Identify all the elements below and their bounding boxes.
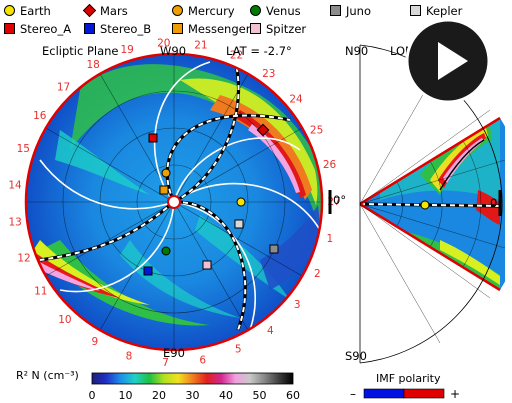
sector-label: 19 bbox=[121, 44, 134, 56]
sector-label: 24 bbox=[289, 93, 303, 105]
spacecraft-legend: Earth Mars Mercury Venus Juno Kepler Stereo_A S… bbox=[0, 0, 512, 44]
colorbar-tick-label: 40 bbox=[219, 389, 233, 402]
legend-label: Venus bbox=[266, 4, 301, 18]
sector-label: 21 bbox=[194, 39, 207, 51]
legend-item-stereo-a: Stereo_A bbox=[4, 22, 71, 36]
latitude-label: LAT = -2.7° bbox=[226, 44, 292, 58]
square-marker-icon bbox=[84, 23, 95, 34]
sector-label: 11 bbox=[34, 286, 47, 298]
imf-minus-label: – bbox=[350, 387, 356, 401]
play-button[interactable] bbox=[405, 18, 491, 104]
legend-item-spitzer: Spitzer bbox=[250, 22, 306, 36]
mars-marker bbox=[256, 123, 270, 137]
zero-deg-label-right: 0° bbox=[490, 196, 504, 210]
legend-label: Stereo_A bbox=[20, 22, 72, 36]
sector-label: 5 bbox=[235, 344, 242, 356]
legend-label: Kepler bbox=[426, 4, 463, 18]
stereo-b-marker bbox=[143, 266, 153, 276]
e90-label: E90 bbox=[163, 346, 185, 360]
n90-label: N90 bbox=[345, 44, 369, 58]
circle-marker-icon bbox=[4, 5, 15, 16]
sector-label: 15 bbox=[17, 143, 30, 155]
play-icon bbox=[405, 18, 491, 104]
legend-item-kepler: Kepler bbox=[410, 4, 462, 18]
legend-item-mars: Mars bbox=[82, 3, 128, 18]
kepler-marker bbox=[234, 219, 244, 229]
colorbar-title: R² N (cm⁻³) bbox=[16, 369, 79, 382]
legend-label: Spitzer bbox=[266, 22, 307, 36]
square-marker-icon bbox=[410, 5, 421, 16]
sector-label: 4 bbox=[267, 325, 274, 337]
earth-marker bbox=[236, 197, 246, 207]
sector-label: 25 bbox=[310, 124, 323, 136]
sector-label: 1 bbox=[327, 233, 334, 245]
legend-item-messenger: Messenger bbox=[172, 22, 250, 36]
legend-label: Earth bbox=[20, 4, 51, 18]
sector-label: 17 bbox=[57, 81, 70, 93]
sector-label: 13 bbox=[9, 217, 22, 229]
sector-label: 16 bbox=[33, 110, 47, 122]
venus-marker bbox=[161, 246, 171, 256]
circle-marker-icon bbox=[172, 5, 183, 16]
sector-label: 7 bbox=[162, 357, 169, 369]
sector-label: 9 bbox=[91, 336, 98, 348]
imf-plus-label: + bbox=[450, 387, 461, 401]
density-colorbar bbox=[91, 372, 294, 385]
sector-label: 6 bbox=[199, 354, 206, 366]
sector-label: 26 bbox=[323, 159, 337, 171]
sector-label: 8 bbox=[126, 351, 133, 363]
sector-label: 2 bbox=[314, 268, 321, 280]
circle-marker-icon bbox=[250, 5, 261, 16]
spacecraft-markers bbox=[143, 123, 279, 276]
legend-label: Messenger bbox=[188, 22, 251, 36]
square-marker-icon bbox=[330, 5, 341, 16]
sun-icon bbox=[167, 195, 181, 209]
zero-deg-label-left: 0° bbox=[333, 193, 347, 207]
colorbar-tick-label: 30 bbox=[185, 389, 200, 402]
messenger-marker bbox=[159, 185, 169, 195]
legend-item-earth: Earth bbox=[4, 4, 51, 18]
colorbar-tick-label: 60 bbox=[286, 389, 300, 402]
mercury-marker bbox=[161, 168, 171, 178]
legend-label: Mars bbox=[100, 4, 128, 18]
sector-label: 3 bbox=[294, 299, 301, 311]
legend-label: Juno bbox=[346, 4, 372, 18]
w90-label: W90 bbox=[160, 44, 187, 58]
sector-label: 18 bbox=[87, 59, 100, 71]
legend-label: Mercury bbox=[188, 4, 235, 18]
legend-item-juno: Juno bbox=[330, 4, 371, 18]
colorbar-tick-label: 0 bbox=[88, 389, 96, 402]
imf-polarity-title: IMF polarity bbox=[376, 372, 441, 385]
imf-polarity-bar bbox=[363, 388, 445, 399]
sector-label: 22 bbox=[230, 50, 243, 62]
sector-label: 20 bbox=[157, 37, 170, 49]
stereo-a-marker bbox=[148, 133, 158, 143]
colorbar-tick-label: 20 bbox=[152, 389, 166, 402]
colorbar-tick-label: 50 bbox=[252, 389, 267, 402]
colorbar-tick-label: 10 bbox=[118, 389, 133, 402]
sector-label: 10 bbox=[58, 314, 71, 326]
square-marker-icon bbox=[250, 23, 261, 34]
juno-marker bbox=[269, 244, 279, 254]
spitzer-marker bbox=[202, 260, 212, 270]
s90-label: S90 bbox=[345, 349, 367, 363]
sector-label: 12 bbox=[17, 253, 30, 265]
legend-item-mercury: Mercury bbox=[172, 4, 235, 18]
sector-label: 14 bbox=[8, 179, 22, 191]
earth-marker-meridional bbox=[420, 200, 430, 210]
legend-item-venus: Venus bbox=[250, 4, 301, 18]
square-marker-icon bbox=[172, 23, 183, 34]
legend-item-stereo-b: Stereo_B bbox=[84, 22, 151, 36]
ecliptic-plane-title: Ecliptic Plane bbox=[42, 44, 119, 58]
legend-label: Stereo_B bbox=[100, 22, 152, 36]
sector-label: 23 bbox=[262, 68, 275, 80]
square-marker-icon bbox=[4, 23, 15, 34]
